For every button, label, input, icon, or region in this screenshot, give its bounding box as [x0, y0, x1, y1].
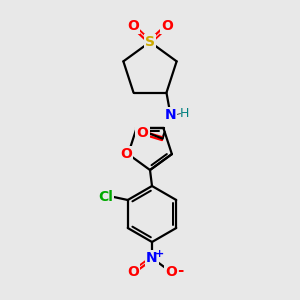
Text: Cl: Cl: [98, 190, 113, 204]
Text: +: +: [154, 249, 164, 259]
Text: -: -: [177, 262, 183, 278]
Text: S: S: [145, 35, 155, 49]
Text: O: O: [136, 126, 148, 140]
Text: O: O: [127, 265, 139, 279]
Text: N: N: [165, 108, 176, 122]
Text: O: O: [127, 19, 139, 33]
Text: N: N: [146, 251, 158, 265]
Text: O: O: [165, 265, 177, 279]
Text: O: O: [120, 147, 132, 161]
Text: H: H: [180, 107, 189, 120]
Text: O: O: [161, 19, 173, 33]
